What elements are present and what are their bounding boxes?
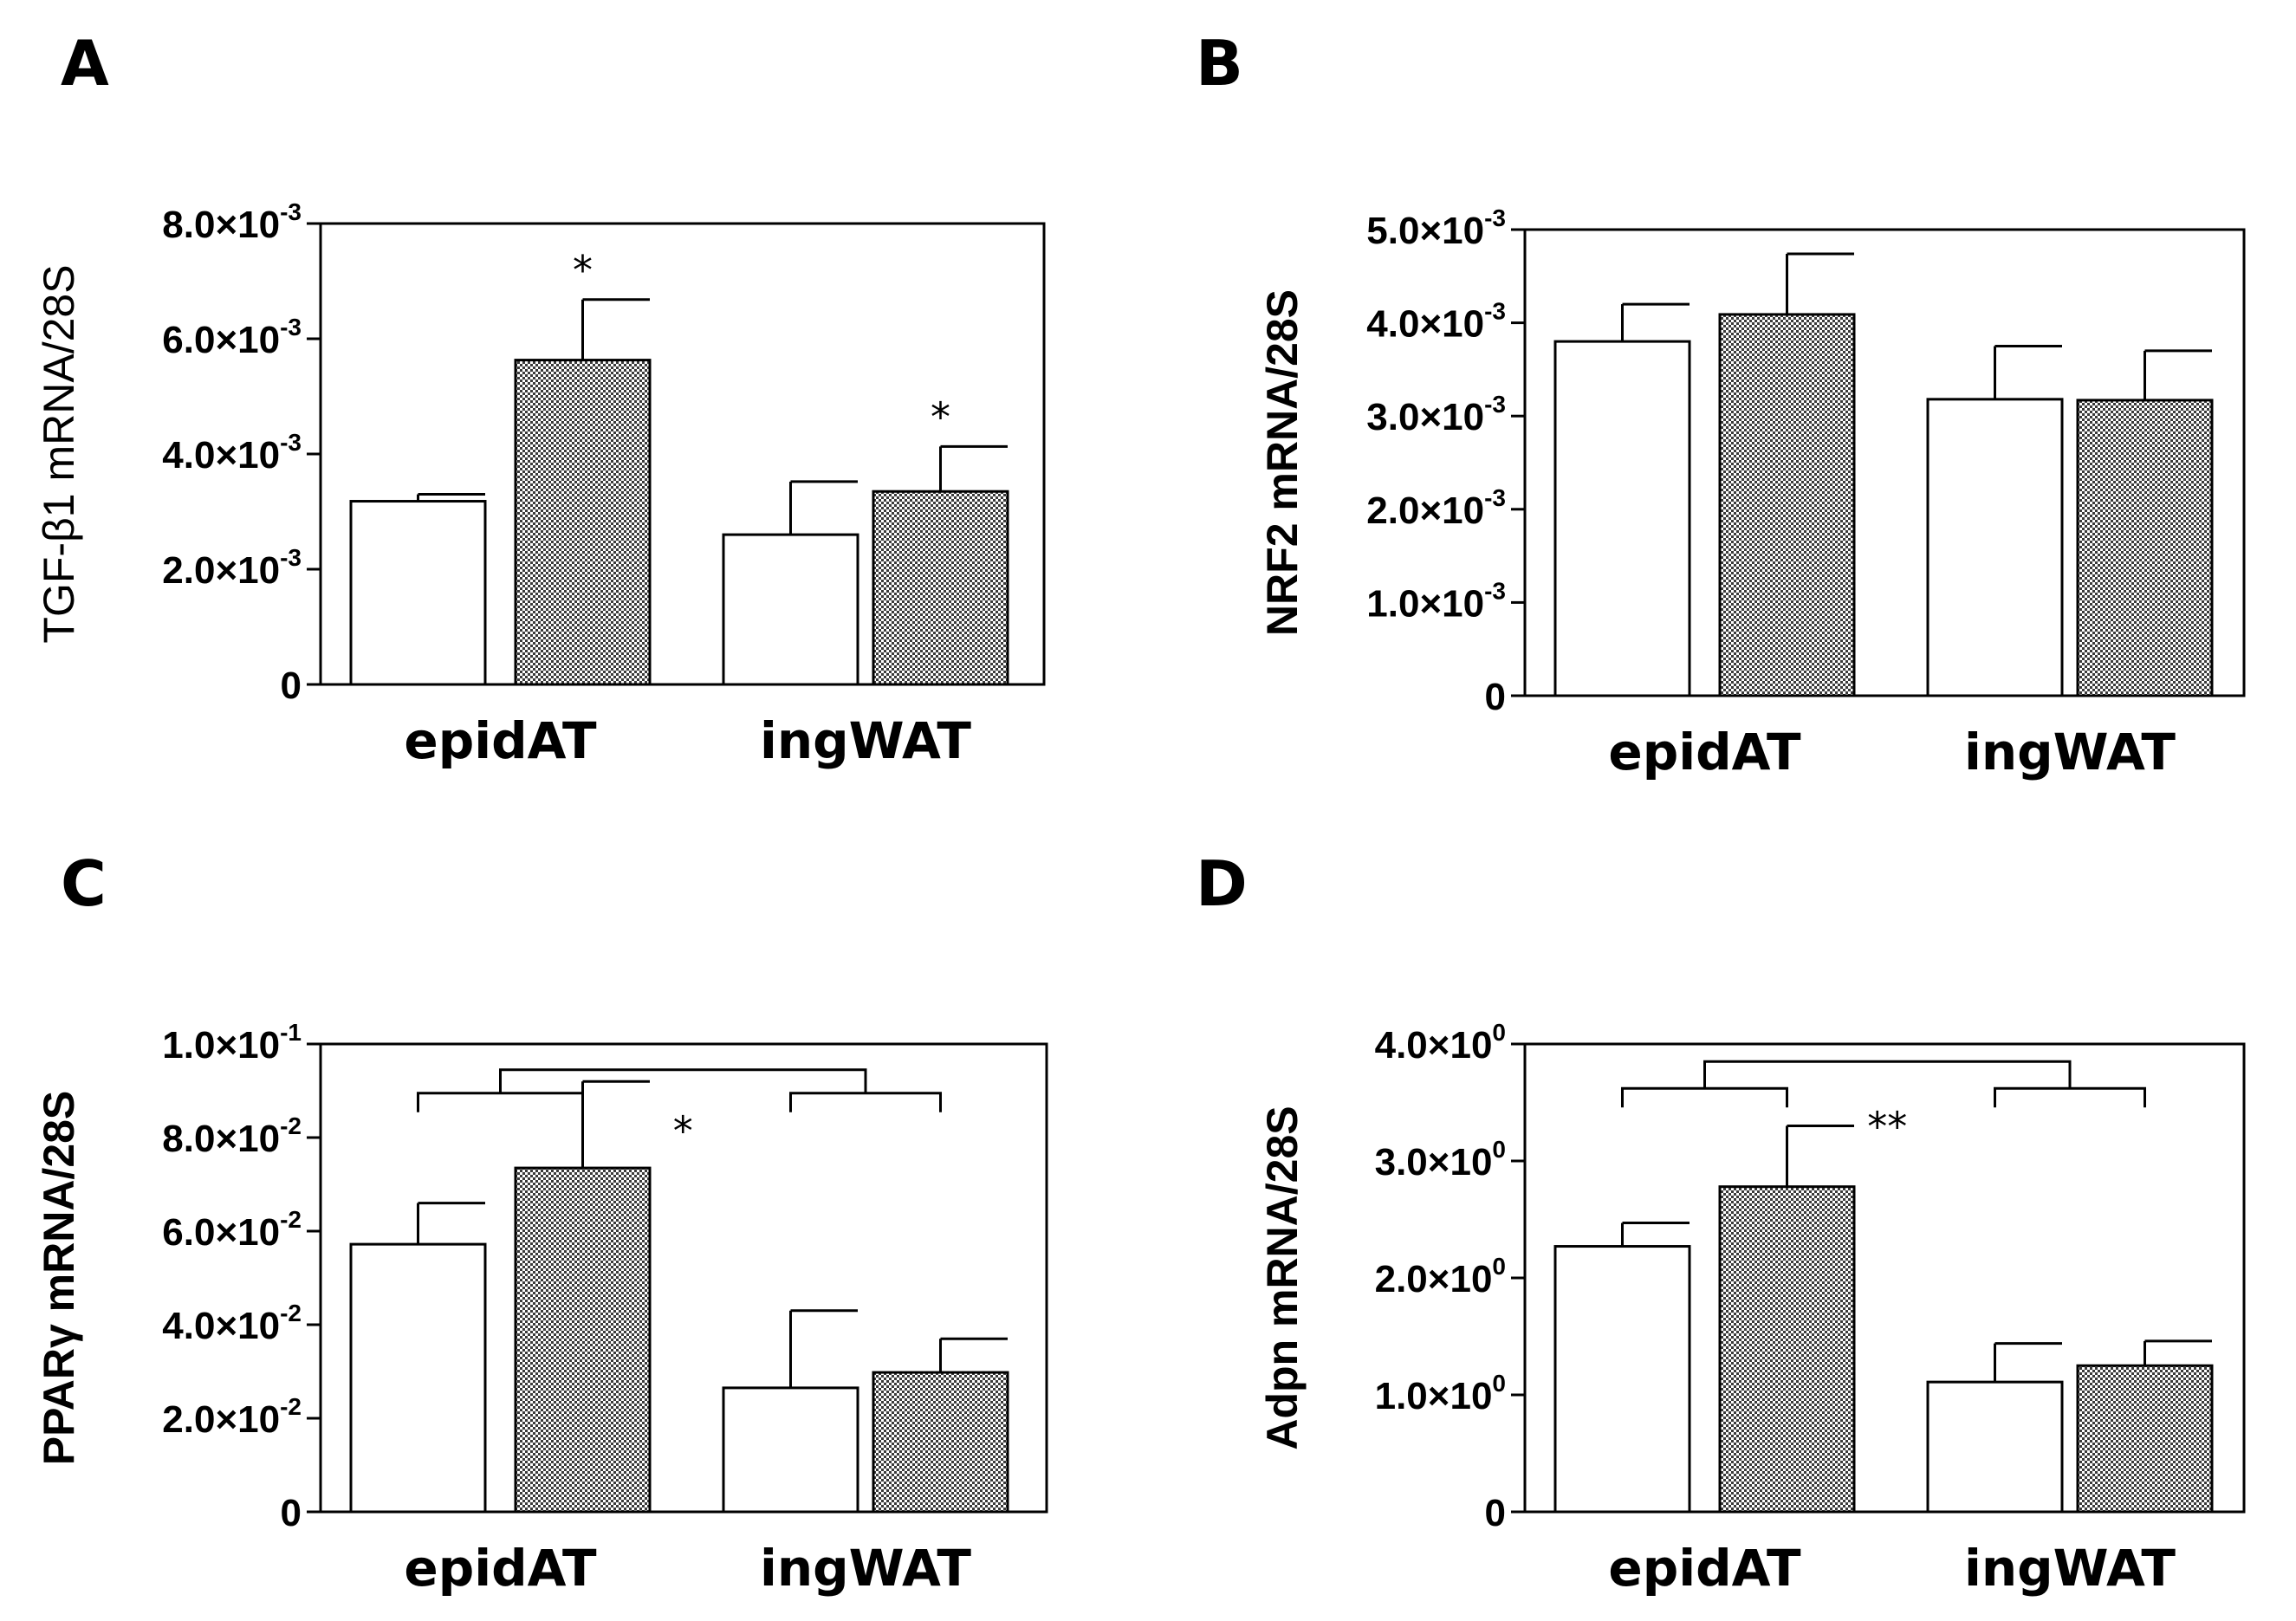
group-bracket bbox=[1994, 1086, 2146, 1108]
y-tick-label: 3.0×10-3 bbox=[1366, 391, 1506, 438]
x-category-label: epidAT bbox=[1608, 1539, 1801, 1598]
y-tick-label: 4.0×10-2 bbox=[162, 1300, 302, 1347]
y-axis-label: PPARγ mRNA/28S bbox=[35, 1091, 83, 1466]
bar-control-ingWAT bbox=[1926, 398, 2064, 697]
y-tick-label: 1.0×10-3 bbox=[1366, 577, 1506, 625]
y-tick-label: 4.0×10-3 bbox=[1366, 298, 1506, 346]
y-tick-label: 0 bbox=[1485, 676, 1506, 718]
significance-marker: ** bbox=[1867, 1103, 1907, 1150]
comparison-bracket bbox=[499, 1068, 867, 1093]
y-tick-label: 8.0×10-3 bbox=[162, 198, 302, 246]
bar-treated-epidAT bbox=[1718, 313, 1856, 697]
panel-letter-a: A bbox=[61, 27, 109, 100]
y-tick-label: 6.0×10-3 bbox=[162, 314, 302, 361]
y-tick-label: 4.0×100 bbox=[1375, 1019, 1506, 1067]
panel-letter-c: C bbox=[61, 847, 107, 920]
y-tick-label: 8.0×10-2 bbox=[162, 1112, 302, 1160]
x-category-label: ingWAT bbox=[760, 711, 971, 770]
x-category-label: ingWAT bbox=[1964, 723, 2176, 781]
chart-panel-b: 0 1.0×10-3 2.0×10-3 3.0×10-3 4.0×10-3 5.0×10-… bbox=[1258, 204, 2246, 781]
y-tick-label: 3.0×100 bbox=[1375, 1136, 1506, 1183]
bar-treated-ingWAT bbox=[872, 1371, 1009, 1514]
y-tick-label: 2.0×10-3 bbox=[162, 544, 302, 592]
bar-treated-ingWAT bbox=[2076, 1364, 2214, 1514]
bar-control-epidAT bbox=[1553, 1245, 1691, 1514]
bar-treated-epidAT bbox=[514, 359, 652, 686]
y-axis-label: NRF2 mRNA/28S bbox=[1258, 289, 1307, 636]
y-tick-label: 1.0×100 bbox=[1375, 1370, 1506, 1417]
y-tick-label: 4.0×10-3 bbox=[162, 429, 302, 477]
bar-treated-epidAT bbox=[514, 1166, 652, 1514]
significance-marker: * bbox=[931, 393, 950, 440]
y-axis-label: TGF-β1 mRNA/28S bbox=[35, 264, 83, 643]
y-tick-label: 2.0×10-2 bbox=[162, 1393, 302, 1441]
chart-panel-d: 0 1.0×100 2.0×100 3.0×100 4.0×100 Adpn mRNA/2… bbox=[1258, 1019, 2246, 1598]
bar-control-epidAT bbox=[349, 500, 487, 686]
y-tick-label: 1.0×10-1 bbox=[162, 1019, 302, 1067]
x-category-label: epidAT bbox=[404, 1539, 597, 1598]
group-bracket bbox=[417, 1092, 584, 1112]
y-axis-label: Adpn mRNA/28S bbox=[1258, 1106, 1307, 1449]
comparison-bracket bbox=[1703, 1060, 2072, 1089]
y-tick-label: 5.0×10-3 bbox=[1366, 204, 1506, 252]
bar-control-ingWAT bbox=[1926, 1380, 2064, 1514]
group-bracket bbox=[1621, 1086, 1788, 1108]
bar-control-epidAT bbox=[1553, 340, 1691, 697]
group-bracket bbox=[789, 1092, 942, 1112]
y-tick-label: 2.0×100 bbox=[1375, 1253, 1506, 1300]
plot-frame bbox=[319, 1042, 1048, 1514]
plot-frame bbox=[1523, 228, 2246, 697]
bar-treated-ingWAT bbox=[2076, 399, 2214, 697]
y-tick-label: 0 bbox=[281, 1492, 302, 1534]
bar-treated-ingWAT bbox=[872, 490, 1009, 686]
y-tick-label: 0 bbox=[1485, 1492, 1506, 1534]
panel-letter-d: D bbox=[1196, 847, 1248, 920]
bar-treated-epidAT bbox=[1718, 1185, 1856, 1514]
significance-marker: * bbox=[573, 247, 593, 294]
bar-control-ingWAT bbox=[722, 533, 859, 686]
panel-letter-b: B bbox=[1196, 27, 1243, 100]
y-tick-label: 2.0×10-3 bbox=[1366, 484, 1506, 532]
y-tick-label: 0 bbox=[281, 665, 302, 707]
significance-marker: * bbox=[673, 1108, 693, 1155]
x-category-label: epidAT bbox=[404, 711, 597, 770]
bar-control-ingWAT bbox=[722, 1386, 859, 1514]
y-tick-label: 6.0×10-2 bbox=[162, 1206, 302, 1254]
chart-panel-c: 0 2.0×10-2 4.0×10-2 6.0×10-2 8.0×10-2 1.0×10-… bbox=[35, 1019, 1048, 1598]
x-category-label: ingWAT bbox=[760, 1539, 971, 1598]
x-category-label: epidAT bbox=[1608, 723, 1801, 781]
x-category-label: ingWAT bbox=[1964, 1539, 2176, 1598]
chart-panel-a: 0 2.0×10-3 4.0×10-3 6.0×10-3 8.0×10-3 TGF-β1 … bbox=[35, 198, 1046, 770]
bar-control-epidAT bbox=[349, 1242, 487, 1514]
